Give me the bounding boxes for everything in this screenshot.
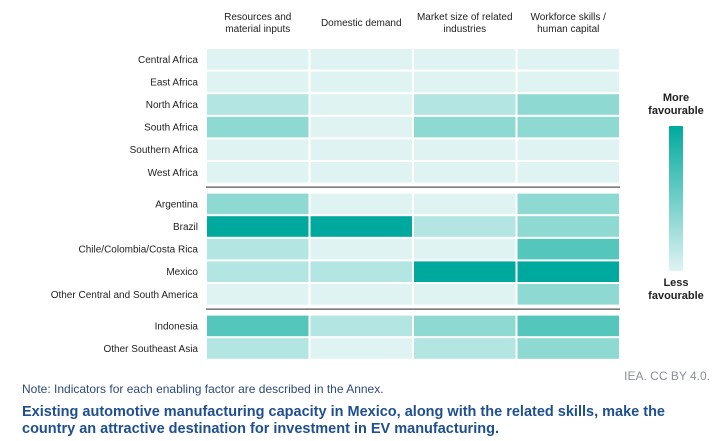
heatmap-cell [414,315,516,337]
heatmap-cell [310,216,412,237]
heatmap-cell [207,284,309,305]
row-label: East Africa [150,77,198,88]
heatmap-cell [414,71,516,93]
heatmap-cell [310,284,412,305]
heatmap-cell [517,216,619,237]
heatmap-cell [310,193,412,215]
row-label: Southern Africa [130,145,199,156]
heatmap-cell [517,162,619,183]
legend-bottom-label: favourable [648,290,704,302]
heatmap-cell [207,49,309,70]
heatmap-cell [414,284,516,305]
heatmap-cell [207,71,309,93]
heatmap-cell [414,94,516,115]
heatmap-cell [310,139,412,160]
heatmap-cell [310,238,412,260]
heatmap-cell [517,94,619,115]
heatmap-cell [517,338,619,359]
heatmap-cell [517,71,619,93]
column-header-0: Resources and [224,12,291,23]
heatmap-cell [310,261,412,282]
heatmap-cell [310,49,412,70]
heatmap-cell [207,238,309,260]
column-header-2: Market size of related [417,12,513,23]
row-label: South Africa [144,123,198,134]
heatmap-cell [517,139,619,160]
heatmap-cell [414,162,516,183]
row-label: Chile/Colombia/Costa Rica [79,245,199,256]
heatmap-cell [310,94,412,115]
row-label: West Africa [148,168,199,179]
legend-bottom-label: Less [663,277,688,289]
heatmap-cell [207,116,309,138]
column-header-2: industries [443,24,486,35]
legend-color-bar [669,126,683,271]
legend-top-label: More [663,92,689,104]
heatmap-cell [414,216,516,237]
heatmap-cell [310,315,412,337]
heatmap-cell [517,238,619,260]
heatmap-cell [414,193,516,215]
heatmap-cell [517,116,619,138]
heatmap-cell [414,261,516,282]
heatmap-cell [517,315,619,337]
heatmap-cell [414,238,516,260]
heatmap-cell [310,71,412,93]
row-label: Argentina [155,199,198,210]
heatmap-cell [310,338,412,359]
column-header-3: Workforce skills / [531,12,607,23]
heatmap-cell [207,338,309,359]
heatmap-cell [207,216,309,237]
row-label: Other Southeast Asia [103,344,198,355]
row-label: Other Central and South America [51,290,199,301]
heatmap-cell [207,139,309,160]
heatmap-cell [414,338,516,359]
row-label: North Africa [146,100,199,111]
credit-text: IEA. CC BY 4.0. [624,369,710,383]
heatmap-cell [414,49,516,70]
heatmap-cell [207,193,309,215]
heatmap-cell [517,261,619,282]
heatmap-cell [207,315,309,337]
heatmap-cell [517,284,619,305]
row-label: Brazil [173,222,198,233]
column-header-3: human capital [537,24,599,35]
heatmap-cell [207,261,309,282]
heatmap-cell [310,162,412,183]
column-header-1: Domestic demand [321,18,402,29]
row-label: Central Africa [138,55,198,66]
heatmap-cell [517,49,619,70]
row-label: Mexico [166,267,198,278]
heatmap-cell [207,94,309,115]
heatmap-cell [517,193,619,215]
heatmap-cell [207,162,309,183]
figure-caption: Existing automotive manufacturing capaci… [22,404,665,437]
legend-top-label: favourable [648,105,704,117]
column-header-0: material inputs [225,24,290,35]
heatmap-cell [414,116,516,138]
note-text: Note: Indicators for each enabling facto… [22,382,384,396]
row-label: Indonesia [155,321,199,332]
heatmap-cell [414,139,516,160]
heatmap-cell [310,116,412,138]
